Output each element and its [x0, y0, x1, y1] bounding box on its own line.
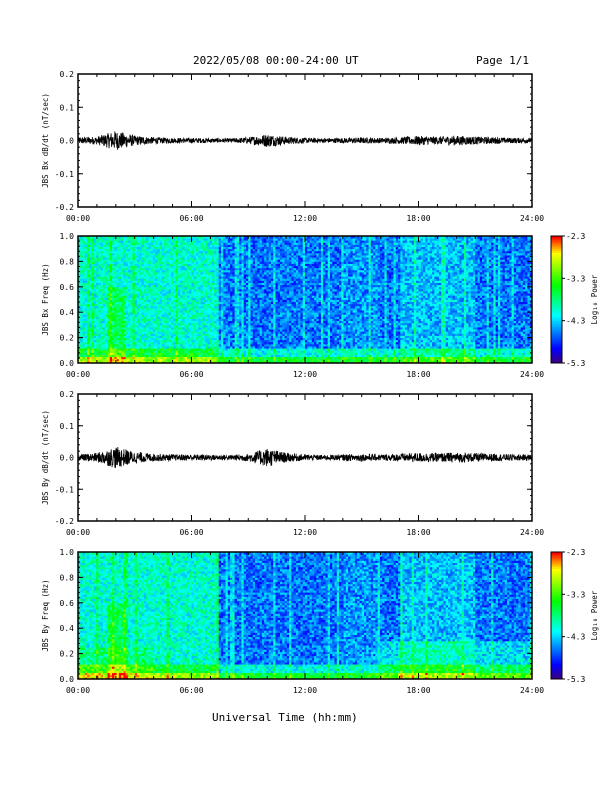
- colorbar-tick-label: -5.3: [566, 359, 585, 368]
- colorbar-title: Log₁₀ Power: [590, 274, 599, 324]
- colorbar: -2.3 -3.3 -4.3 -5.3 Log₁₀ Power: [551, 548, 599, 684]
- colorbar-tick-label: -5.3: [566, 675, 585, 684]
- y-tick-label: 0.6: [60, 599, 75, 608]
- y-tick-label: 0.8: [60, 257, 75, 266]
- y-tick-label: 0.4: [60, 308, 75, 317]
- colorbar-tick-label: -4.3: [566, 633, 585, 642]
- colorbar-tick-label: -4.3: [566, 317, 585, 326]
- spectrogram-4: [78, 552, 532, 679]
- y-tick-label: 1.0: [60, 548, 75, 557]
- x-tick-label: 24:00: [520, 370, 544, 379]
- x-tick-label: 12:00: [293, 370, 317, 379]
- colorbar-tick-label: -2.3: [566, 548, 585, 557]
- series-trace: [78, 131, 532, 149]
- spectrogram-2: [78, 236, 532, 363]
- x-tick-label: 06:00: [179, 528, 203, 537]
- series-trace: [78, 447, 532, 468]
- x-tick-label: 00:00: [66, 528, 90, 537]
- x-tick-label: 00:00: [66, 370, 90, 379]
- y-tick-label: 1.0: [60, 232, 75, 241]
- y-tick-label: 0.2: [60, 70, 75, 79]
- x-tick-label: 00:00: [66, 686, 90, 695]
- x-tick-label: 18:00: [406, 528, 430, 537]
- x-tick-label: 24:00: [520, 214, 544, 223]
- y-tick-label: 0.8: [60, 573, 75, 582]
- colorbar-tick-label: -3.3: [566, 590, 585, 599]
- x-tick-label: 24:00: [520, 686, 544, 695]
- x-tick-label: 12:00: [293, 528, 317, 537]
- y-tick-label: 0.2: [60, 334, 75, 343]
- x-tick-label: 18:00: [406, 214, 430, 223]
- colorbar-title: Log₁₀ Power: [590, 590, 599, 640]
- y-tick-label: 0.0: [60, 137, 75, 146]
- x-tick-label: 06:00: [179, 686, 203, 695]
- x-tick-label: 12:00: [293, 686, 317, 695]
- y-tick-label: 0.0: [60, 454, 75, 463]
- x-tick-label: 06:00: [179, 214, 203, 223]
- y-tick-label: 0.1: [60, 422, 75, 431]
- colorbar: -2.3 -3.3 -4.3 -5.3 Log₁₀ Power: [551, 232, 599, 368]
- y-tick-label: -0.1: [55, 170, 74, 179]
- y-tick-label: -0.2: [55, 517, 74, 526]
- y-tick-label: 0.0: [60, 675, 75, 684]
- y-axis-title: JBS By Freq (Hz): [41, 579, 50, 651]
- colorbar-tick-label: -3.3: [566, 274, 585, 283]
- y-tick-label: 0.0: [60, 359, 75, 368]
- x-tick-label: 18:00: [406, 370, 430, 379]
- y-tick-label: -0.2: [55, 203, 74, 212]
- y-axis-title: JBS By dB/dt (nT/sec): [41, 410, 50, 505]
- y-axis-title: JBS Bx Freq (Hz): [41, 263, 50, 335]
- x-tick-label: 18:00: [406, 686, 430, 695]
- y-tick-label: -0.1: [55, 485, 74, 494]
- y-tick-label: 0.6: [60, 283, 75, 292]
- y-tick-label: 0.2: [60, 390, 75, 399]
- x-tick-label: 00:00: [66, 214, 90, 223]
- x-tick-label: 24:00: [520, 528, 544, 537]
- x-tick-label: 12:00: [293, 214, 317, 223]
- y-tick-label: 0.2: [60, 650, 75, 659]
- y-tick-label: 0.1: [60, 103, 75, 112]
- colorbar-tick-label: -2.3: [566, 232, 585, 241]
- x-tick-label: 06:00: [179, 370, 203, 379]
- y-axis-title: JBS Bx dB/dt (nT/sec): [41, 93, 50, 188]
- x-axis-title: Universal Time (hh:mm): [212, 711, 358, 724]
- y-tick-label: 0.4: [60, 624, 75, 633]
